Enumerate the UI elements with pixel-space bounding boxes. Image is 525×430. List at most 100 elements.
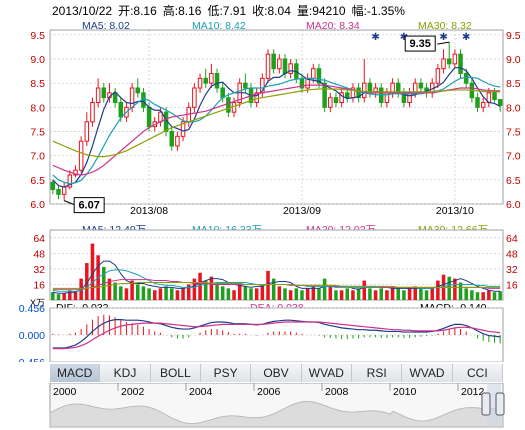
volume-bar <box>243 286 248 300</box>
candle-body <box>84 121 90 142</box>
stock-chart[interactable]: 9.5 9.5 9.0 9.0 8.5 8.5 8.0 8.0 7.5 7.5 7.0 7.0 6.5 6… <box>0 0 525 362</box>
event-marker: ✱ <box>439 32 447 43</box>
tab-wvad[interactable]: WVAD <box>301 364 352 382</box>
candle-body <box>169 131 174 147</box>
candle-body <box>282 58 288 74</box>
price-y-tick-left: 8.5 <box>30 78 45 90</box>
price-ma-line-ma20 <box>52 84 501 176</box>
volume-panel-frame <box>49 229 504 301</box>
candle-body <box>356 87 361 99</box>
volume-bar <box>487 290 491 300</box>
volume-bar <box>339 290 344 300</box>
price-y-tick-left: 9.0 <box>30 54 45 66</box>
price-y-tick-left: 8.0 <box>30 102 45 114</box>
macd-y-tick: 0.000 <box>19 330 45 342</box>
price-y-tick-left: 7.5 <box>30 127 45 139</box>
candle-body <box>311 68 316 79</box>
volume-bar <box>345 288 350 300</box>
candle-body <box>67 174 73 188</box>
volume-bar <box>169 288 174 300</box>
volume-bar <box>424 290 429 300</box>
volume-bar <box>266 270 270 300</box>
candle-body <box>333 97 339 103</box>
timeline-handle-right[interactable] <box>495 392 505 416</box>
volume-bar <box>481 292 485 300</box>
candle-body <box>452 53 458 65</box>
volume-bar <box>430 288 434 300</box>
low-callout-leader <box>63 200 75 206</box>
candle-body <box>480 102 486 108</box>
volume-y-tick-right: 64 <box>506 233 518 245</box>
volume-y-tick-right: 32 <box>506 264 518 276</box>
price-ma5-label: MA5: 8.02 <box>82 20 130 32</box>
volume-bar <box>362 280 367 300</box>
volume-bar <box>90 243 95 300</box>
volume-bar <box>464 288 468 300</box>
volume-bar <box>209 276 214 300</box>
volume-bar <box>249 288 253 300</box>
tab-boll[interactable]: BOLL <box>150 364 201 382</box>
volume-y-tick-left: 32 <box>33 264 45 276</box>
volume-bar <box>158 288 163 300</box>
volume-bar <box>334 290 338 300</box>
price-y-tick-left: 6.5 <box>30 175 45 187</box>
tab-kdj[interactable]: KDJ <box>100 364 151 382</box>
volume-bar <box>475 292 480 300</box>
quote-change: 幅:-1.35% <box>351 4 405 18</box>
volume-bar <box>232 290 236 300</box>
timeline-year-label: 2006 <box>257 386 281 398</box>
price-y-tick-right: 7.0 <box>506 151 521 163</box>
quote-low: 低:7.91 <box>207 4 247 18</box>
price-y-tick-right: 7.5 <box>506 127 521 139</box>
candle-body <box>146 106 152 128</box>
candle-body <box>316 68 322 84</box>
volume-bar <box>277 286 282 300</box>
tab-cci[interactable]: CCI <box>452 364 503 382</box>
timeline-navigator[interactable]: 2000 2002 2004 2006 2008 2010 2012 <box>0 383 525 430</box>
candle-body <box>73 169 78 176</box>
macd-y-tick: -0.456 <box>15 357 45 362</box>
candle-body <box>277 58 282 70</box>
tab-rsi[interactable]: RSI <box>352 364 403 382</box>
event-marker: ✱ <box>400 32 408 43</box>
volume-bar <box>390 286 395 300</box>
candle-body <box>175 135 180 147</box>
volume-bar <box>186 284 191 300</box>
volume-bar <box>283 288 287 300</box>
volume-y-tick-left: 48 <box>33 248 45 260</box>
price-y-tick-right: 8.5 <box>506 78 521 90</box>
candle-body <box>158 111 163 123</box>
low-callout-box <box>73 197 105 214</box>
price-y-tick-left: 6.0 <box>30 199 45 211</box>
price-ma20-label: MA20: 8.34 <box>306 20 360 32</box>
event-marker: ✱ <box>462 32 470 43</box>
candle-body <box>90 102 95 123</box>
volume-bar <box>317 288 321 300</box>
tab-wvad-2[interactable]: WVAD <box>402 364 453 382</box>
volume-bar <box>141 286 146 300</box>
volume-ma-line-ma30 <box>52 282 501 289</box>
tab-macd[interactable]: MACD <box>50 364 101 382</box>
volume-bar <box>175 290 180 300</box>
timeline-handle-left[interactable] <box>481 392 491 416</box>
volume-bar <box>181 288 185 300</box>
volume-bar <box>368 288 372 300</box>
candle-body <box>339 92 344 104</box>
candle-body <box>135 87 141 94</box>
candle-body <box>56 189 61 195</box>
candle-body <box>265 53 271 79</box>
candle-body <box>475 97 480 108</box>
tab-obv[interactable]: OBV <box>251 364 302 382</box>
volume-bar <box>458 282 463 300</box>
low-callout-value: 6.07 <box>78 200 99 212</box>
volume-y-tick-right: 48 <box>506 248 518 260</box>
volume-bar <box>113 282 117 300</box>
price-y-tick-right: 9.0 <box>506 54 521 66</box>
volume-bar <box>300 290 304 300</box>
tab-psy[interactable]: PSY <box>201 364 252 382</box>
price-y-tick-right: 9.5 <box>506 30 521 42</box>
price-panel-frame <box>49 29 504 205</box>
candle-body <box>180 121 186 137</box>
volume-bar <box>215 282 219 300</box>
macd-y-tick: 0.456 <box>19 303 45 315</box>
